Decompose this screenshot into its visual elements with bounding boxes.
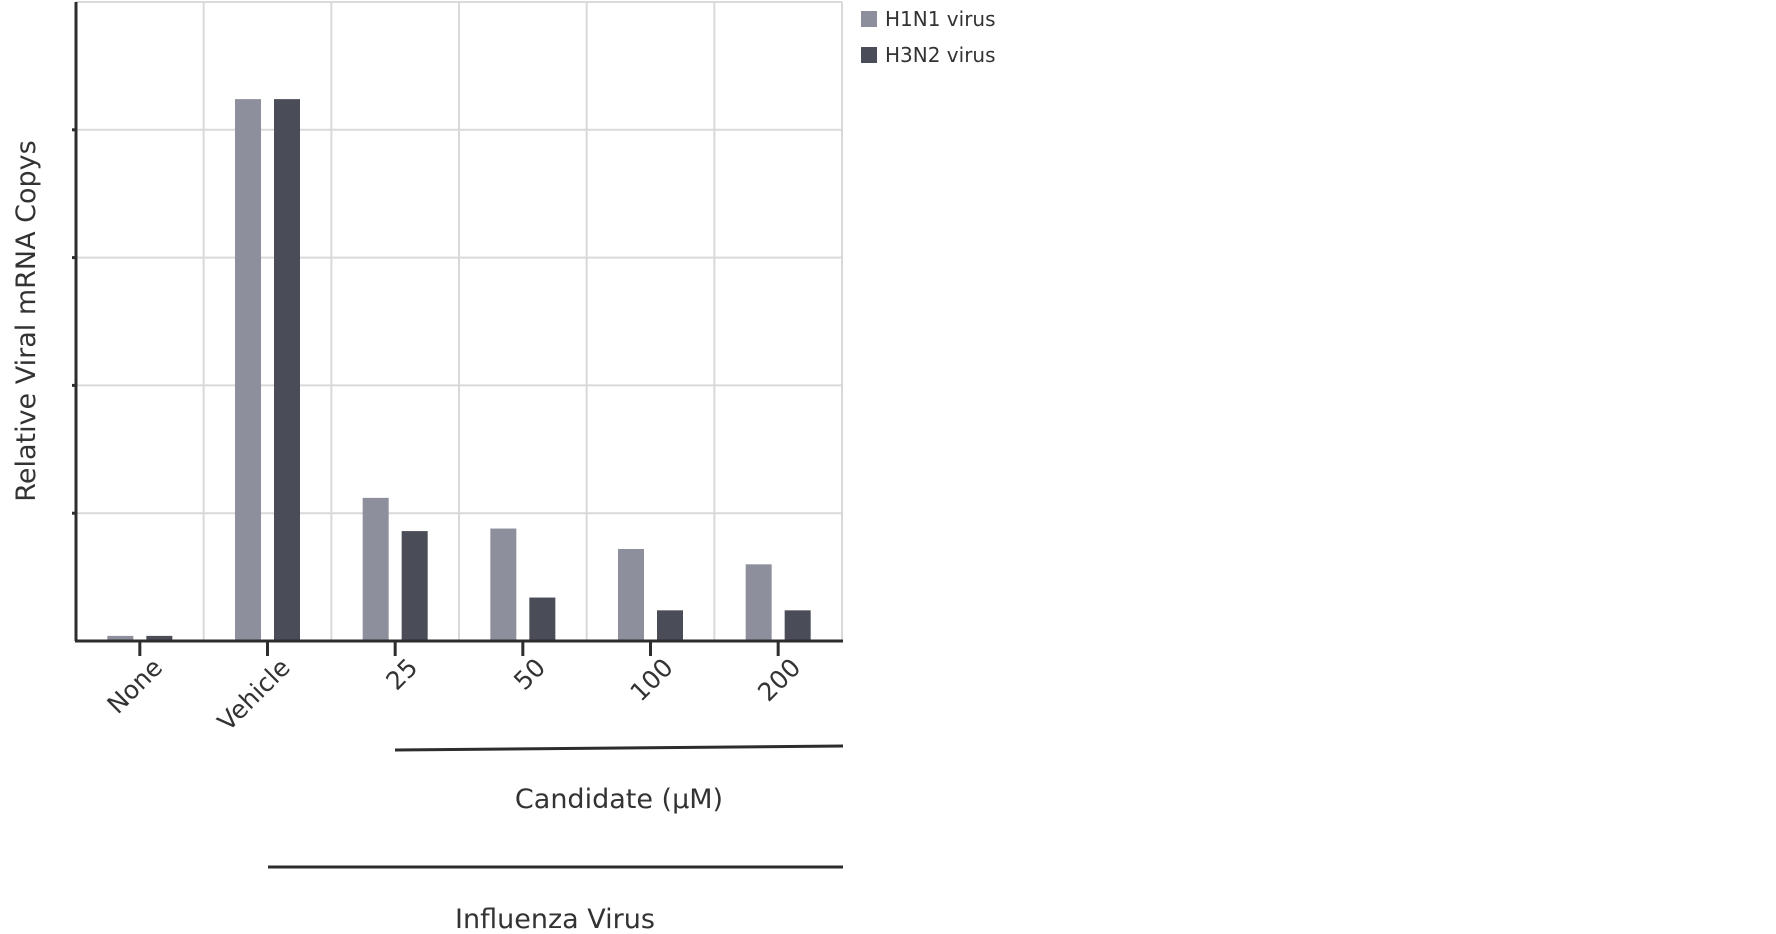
bar-h1n1-virus-200 bbox=[745, 564, 772, 641]
x-ticks: None Vehicle 25 50 100 200 bbox=[101, 641, 806, 736]
bar-h3n2-virus-none bbox=[146, 635, 173, 641]
bar-h1n1-virus-vehicle bbox=[235, 99, 261, 642]
bar-h3n2-virus-50 bbox=[529, 597, 556, 641]
bar-h3n2-virus-vehicle bbox=[274, 99, 300, 642]
legend-label: H1N1 virus bbox=[885, 7, 996, 31]
bars bbox=[107, 99, 811, 642]
influenza-group-label: Influenza Virus bbox=[455, 904, 655, 934]
bar-h1n1-virus-100 bbox=[618, 548, 644, 641]
legend-swatch bbox=[861, 47, 877, 63]
bar-h3n2-virus-25 bbox=[401, 531, 428, 641]
bar-h1n1-virus-50 bbox=[490, 528, 517, 641]
x-tick-label: 25 bbox=[380, 653, 423, 696]
x-tick-label: 100 bbox=[624, 653, 678, 707]
legend-swatch bbox=[861, 11, 877, 27]
axes bbox=[74, 2, 843, 643]
x-tick-label: None bbox=[101, 653, 168, 720]
x-tick-label: 200 bbox=[752, 653, 806, 707]
legend: H1N1 virus H3N2 virus bbox=[861, 7, 996, 67]
bar-h1n1-virus-none bbox=[107, 635, 134, 641]
bar-h1n1-virus-25 bbox=[362, 497, 389, 641]
x-tick-label: 50 bbox=[508, 653, 551, 696]
y-axis-title: Relative Viral mRNA Copys bbox=[11, 140, 42, 501]
grid bbox=[72, 1, 843, 641]
bar-h3n2-virus-100 bbox=[657, 610, 683, 641]
legend-label: H3N2 virus bbox=[885, 43, 996, 67]
candidate-group-label: Candidate (μM) bbox=[515, 784, 723, 815]
x-tick-label: Vehicle bbox=[212, 653, 296, 737]
bar-h3n2-virus-200 bbox=[784, 610, 811, 641]
candidate-bracket-line bbox=[394, 744, 844, 752]
